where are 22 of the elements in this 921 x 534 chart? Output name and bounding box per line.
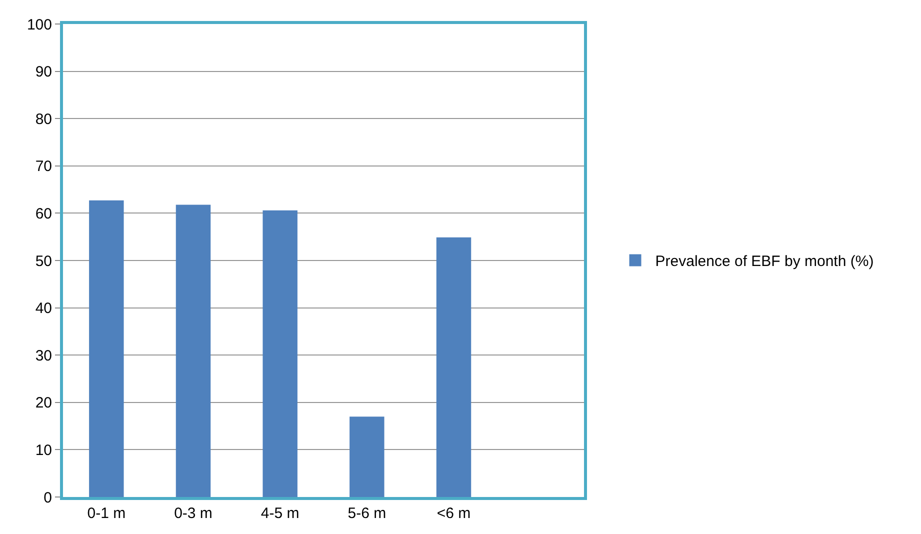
y-tick-label: 60 [35, 205, 52, 222]
y-tick-label: 90 [35, 64, 52, 81]
legend-label: Prevalence of EBF by month (%) [655, 253, 874, 270]
x-tick-label: <6 m [436, 505, 471, 522]
y-tick-label: 10 [35, 442, 52, 459]
bar [350, 416, 384, 497]
y-tick-label: 80 [35, 110, 52, 128]
x-tick-label: 5-6 m [348, 505, 386, 522]
x-tick-label: 0-3 m [174, 505, 212, 522]
x-tick-label: 4-5 m [260, 505, 300, 522]
y-tick-label: 40 [35, 300, 52, 318]
y-tick-label: 0 [44, 489, 52, 506]
y-tick-label: 50 [35, 252, 52, 270]
bar [262, 210, 298, 497]
bar [436, 237, 472, 497]
bar [176, 204, 211, 497]
y-tick-label: 30 [35, 347, 52, 364]
y-tick-label: 20 [35, 394, 52, 412]
x-tick-label: 0-1 m [87, 505, 126, 522]
y-tick-label: 70 [35, 158, 52, 176]
bar [89, 200, 124, 497]
y-tick-label: 100 [26, 16, 52, 34]
